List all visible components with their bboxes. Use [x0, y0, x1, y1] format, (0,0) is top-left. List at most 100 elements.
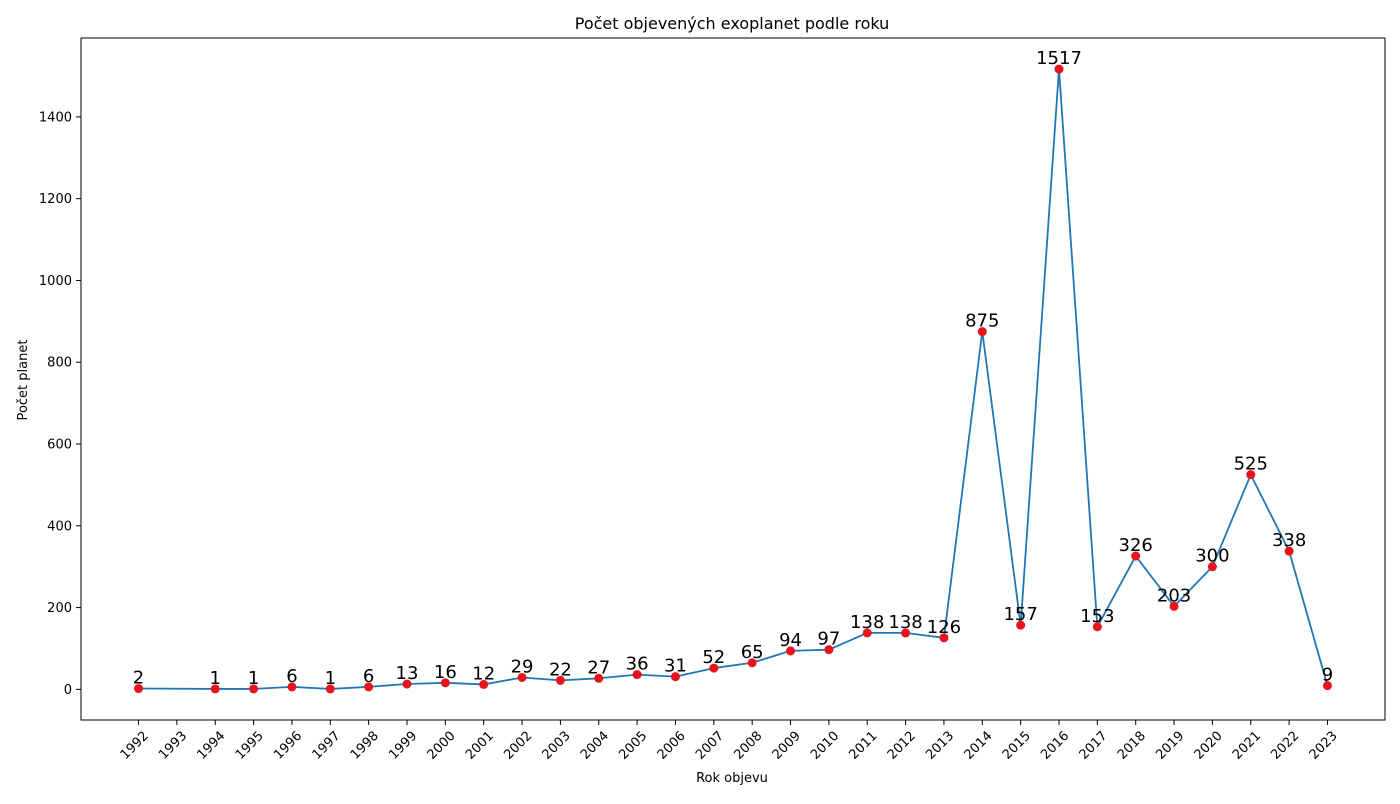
- data-point: [325, 684, 335, 694]
- data-point: [402, 679, 412, 689]
- data-label: 1517: [1036, 48, 1082, 69]
- data-point: [287, 682, 297, 692]
- data-label: 1: [325, 668, 336, 689]
- data-label: 29: [511, 656, 534, 677]
- x-tick-label: 2021: [1230, 729, 1264, 763]
- y-tick-label: 1200: [39, 192, 72, 207]
- y-tick-label: 0: [64, 683, 72, 698]
- data-point: [1284, 546, 1294, 556]
- x-tick-label: 2004: [578, 729, 612, 763]
- data-label: 1: [248, 668, 259, 689]
- data-label: 65: [741, 642, 764, 663]
- data-label: 1: [210, 668, 221, 689]
- x-tick-label: 1993: [156, 729, 190, 763]
- data-point: [709, 663, 719, 673]
- chart-title: Počet objevených exoplanet podle roku: [575, 14, 890, 33]
- data-point: [479, 679, 489, 689]
- data-point: [862, 628, 872, 638]
- data-point: [632, 670, 642, 680]
- data-point: [1207, 562, 1217, 572]
- x-tick-label: 1997: [310, 729, 344, 763]
- data-point: [1092, 622, 1102, 632]
- data-label: 94: [779, 630, 802, 651]
- x-tick-label: 2000: [425, 729, 459, 763]
- data-label: 203: [1157, 585, 1191, 606]
- x-tick-label: 2007: [693, 729, 727, 763]
- data-label: 52: [702, 647, 725, 668]
- x-tick-label: 2011: [846, 729, 880, 763]
- data-label: 326: [1119, 535, 1153, 556]
- x-tick-label: 1999: [386, 729, 420, 763]
- data-label: 2: [133, 668, 144, 689]
- data-label: 138: [850, 612, 884, 633]
- data-point: [747, 658, 757, 668]
- x-tick-label: 1994: [194, 729, 228, 763]
- data-label: 27: [587, 657, 610, 678]
- data-point: [555, 675, 565, 685]
- x-tick-label: 1992: [118, 729, 152, 763]
- data-point: [824, 645, 834, 655]
- y-tick-label: 1400: [39, 110, 72, 125]
- data-point: [977, 327, 987, 337]
- data-label: 9: [1322, 665, 1333, 686]
- data-point: [1322, 681, 1332, 691]
- data-point: [440, 678, 450, 688]
- data-point: [517, 672, 527, 682]
- data-label: 138: [888, 612, 922, 633]
- x-tick-label: 2017: [1077, 729, 1111, 763]
- data-point: [939, 633, 949, 643]
- x-tick-label: 2002: [501, 729, 535, 763]
- x-tick-label: 2020: [1192, 729, 1226, 763]
- data-label: 338: [1272, 530, 1306, 551]
- data-point: [1131, 551, 1141, 561]
- data-point: [364, 682, 374, 692]
- x-tick-label: 2009: [770, 729, 804, 763]
- x-tick-label: 2006: [655, 729, 689, 763]
- data-label: 875: [965, 311, 999, 332]
- x-tick-label: 2008: [731, 729, 765, 763]
- data-point: [210, 684, 220, 694]
- data-point: [594, 673, 604, 683]
- data-point: [1246, 470, 1256, 480]
- x-tick-label: 2019: [1153, 729, 1187, 763]
- x-tick-label: 2014: [962, 729, 996, 763]
- data-point: [670, 672, 680, 682]
- x-tick-label: 2005: [616, 729, 650, 763]
- data-point: [134, 684, 144, 694]
- x-tick-label: 1995: [233, 729, 267, 763]
- x-tick-label: 2001: [463, 729, 497, 763]
- x-tick-label: 1996: [271, 729, 305, 763]
- y-tick-label: 800: [47, 356, 72, 371]
- data-label: 12: [472, 663, 495, 684]
- y-axis-label: Počet planet: [16, 340, 31, 421]
- data-label: 6: [363, 666, 374, 687]
- data-label: 153: [1080, 606, 1114, 627]
- data-label: 157: [1003, 604, 1037, 625]
- x-tick-label: 2003: [540, 729, 574, 763]
- data-point: [786, 646, 796, 656]
- data-label: 97: [817, 629, 840, 650]
- data-point: [1016, 620, 1026, 630]
- data-point: [901, 628, 911, 638]
- x-tick-label: 2022: [1268, 729, 1302, 763]
- x-tick-label: 1998: [348, 729, 382, 763]
- x-tick-label: 2016: [1038, 729, 1072, 763]
- data-label: 16: [434, 662, 457, 683]
- y-tick-label: 1000: [39, 274, 72, 289]
- data-label: 13: [396, 663, 419, 684]
- data-label: 300: [1195, 546, 1229, 567]
- data-point: [1054, 64, 1064, 74]
- data-label: 22: [549, 659, 572, 680]
- x-axis-label: Rok objevu: [696, 771, 768, 786]
- data-label: 31: [664, 656, 687, 677]
- y-tick-label: 200: [47, 601, 72, 616]
- series-line: [138, 68, 1329, 690]
- data-label: 525: [1234, 454, 1268, 475]
- plot-frame: [80, 37, 1386, 721]
- data-label: 126: [927, 617, 961, 638]
- x-tick-label: 2010: [808, 729, 842, 763]
